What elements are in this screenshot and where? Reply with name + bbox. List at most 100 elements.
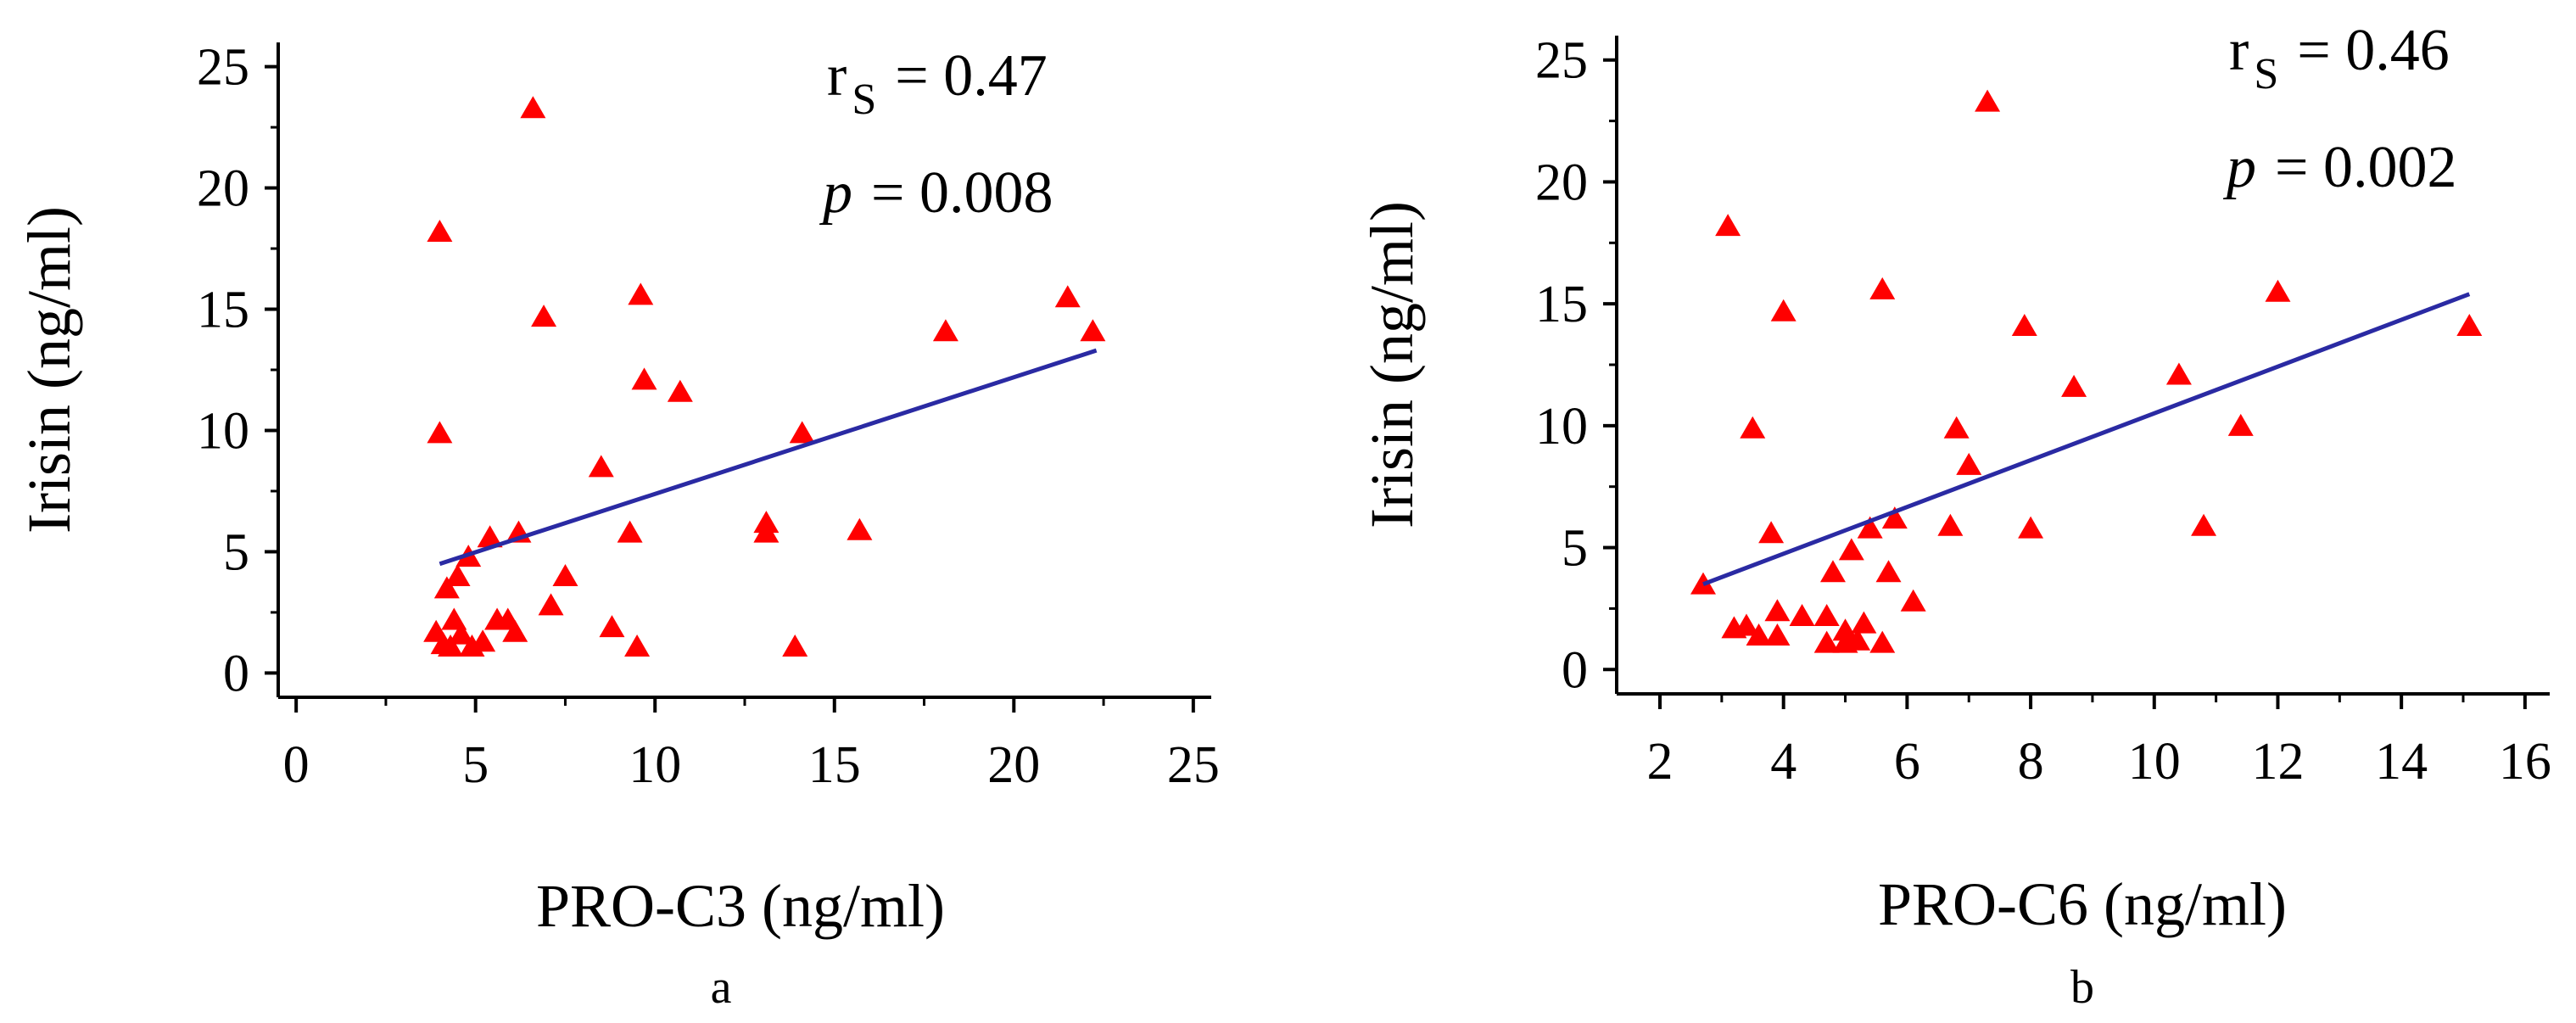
data-point <box>1851 611 1877 634</box>
data-point <box>599 615 625 638</box>
y-tick-label: 15 <box>197 282 249 339</box>
data-point <box>1819 560 1846 583</box>
data-point <box>1789 604 1815 627</box>
stat-rs: r S = 0.47 <box>827 43 1048 124</box>
data-point <box>459 634 485 657</box>
data-point <box>444 564 471 587</box>
data-point <box>531 305 557 327</box>
data-point <box>2018 516 2044 539</box>
stat-rs-subscript: S <box>852 75 876 124</box>
data-point <box>617 520 643 543</box>
data-point <box>2011 314 2037 337</box>
data-point <box>1857 516 1883 539</box>
data-point <box>1937 513 1964 536</box>
data-point <box>847 517 873 540</box>
panel-label-b: b <box>2070 961 2094 1014</box>
y-axis-title: Irisin (ng/ml) <box>15 206 83 534</box>
data-point <box>2265 279 2291 302</box>
data-point <box>538 593 564 616</box>
data-point <box>932 319 958 342</box>
data-point <box>1869 277 1896 299</box>
stat-rs-value: = 0.46 <box>2297 18 2449 83</box>
y-tick-label: 5 <box>223 523 249 581</box>
x-tick-label: 12 <box>2251 733 2304 791</box>
y-tick-label: 20 <box>197 160 249 218</box>
data-point <box>1054 285 1081 308</box>
x-tick-label: 10 <box>629 736 681 794</box>
regression-line <box>439 348 1098 567</box>
y-tick-label: 25 <box>197 39 249 97</box>
data-point <box>448 622 474 645</box>
x-tick-label: 2 <box>1646 733 1673 791</box>
stat-rs: r S = 0.46 <box>2229 18 2450 98</box>
data-point <box>2227 413 2254 436</box>
data-point <box>502 619 528 642</box>
x-tick-label: 0 <box>283 736 310 794</box>
stat-p-value: = 0.002 <box>2275 135 2456 200</box>
data-point <box>1813 630 1840 653</box>
data-point <box>2456 314 2483 337</box>
data-point <box>1715 214 1741 237</box>
data-point <box>2191 513 2217 536</box>
y-tick-label: 10 <box>197 402 249 460</box>
data-point <box>1740 416 1766 439</box>
data-point <box>753 520 780 543</box>
stat-p: p = 0.002 <box>2222 135 2456 200</box>
data-point <box>1764 599 1791 622</box>
y-tick-label: 20 <box>1535 154 1588 211</box>
data-point <box>1080 319 1106 342</box>
data-point <box>1975 89 2001 112</box>
stat-p-label: p <box>2222 135 2256 200</box>
data-point <box>2061 374 2087 397</box>
data-point <box>667 379 693 402</box>
data-point <box>1733 613 1759 636</box>
data-point <box>1900 589 1926 612</box>
data-point <box>1832 618 1858 641</box>
stat-rs-value: = 0.47 <box>895 43 1047 109</box>
stat-p-value: = 0.008 <box>871 160 1053 226</box>
data-point <box>438 634 464 657</box>
data-point <box>631 367 657 390</box>
x-axis-title: PRO-C3 (ng/ml) <box>536 872 945 940</box>
data-point <box>427 421 453 444</box>
x-ticks: 0 5 10 15 20 25 <box>283 697 1220 794</box>
data-point <box>1746 623 1772 646</box>
x-tick-label: 6 <box>1894 733 1920 791</box>
data-point <box>1869 630 1896 653</box>
y-tick-label: 5 <box>1562 520 1588 578</box>
data-point <box>1813 604 1840 627</box>
stat-rs-label: r <box>2229 18 2249 83</box>
regression-line <box>1702 292 2471 587</box>
data-point <box>2165 362 2192 385</box>
data-point <box>1956 452 1982 475</box>
data-point <box>1770 299 1796 321</box>
data-point <box>624 634 651 657</box>
data-point <box>427 220 453 243</box>
data-point <box>1838 538 1864 561</box>
stat-rs-subscript: S <box>2254 50 2278 98</box>
stat-p: p = 0.008 <box>819 160 1053 226</box>
x-ticks: 2 4 6 8 10 12 14 16 <box>1646 694 2551 791</box>
data-point <box>1758 521 1785 544</box>
y-axis-title: Irisin (ng/ml) <box>1358 201 1426 528</box>
data-point <box>628 282 654 305</box>
y-tick-label: 10 <box>1535 398 1588 456</box>
x-tick-label: 10 <box>2128 733 2181 791</box>
x-axis-title: PRO-C6 (ng/ml) <box>1878 870 2287 938</box>
data-point <box>1764 623 1791 646</box>
x-tick-label: 16 <box>2499 733 2551 791</box>
x-tick-label: 20 <box>987 736 1040 794</box>
data-point <box>477 525 503 548</box>
y-tick-label: 0 <box>1562 641 1588 699</box>
data-point <box>782 634 808 657</box>
x-tick-label: 4 <box>1770 733 1796 791</box>
x-tick-label: 8 <box>2018 733 2044 791</box>
stat-p-label: p <box>819 160 852 226</box>
data-point <box>1875 560 1902 583</box>
x-tick-label: 25 <box>1167 736 1220 794</box>
points <box>1690 89 2483 653</box>
data-point <box>1881 506 1908 529</box>
data-point <box>552 564 578 587</box>
panel-b: 0 5 10 15 20 25 2 4 6 8 10 12 14 16 r S = 0.46 p = 0.00… <box>1358 18 2551 1014</box>
